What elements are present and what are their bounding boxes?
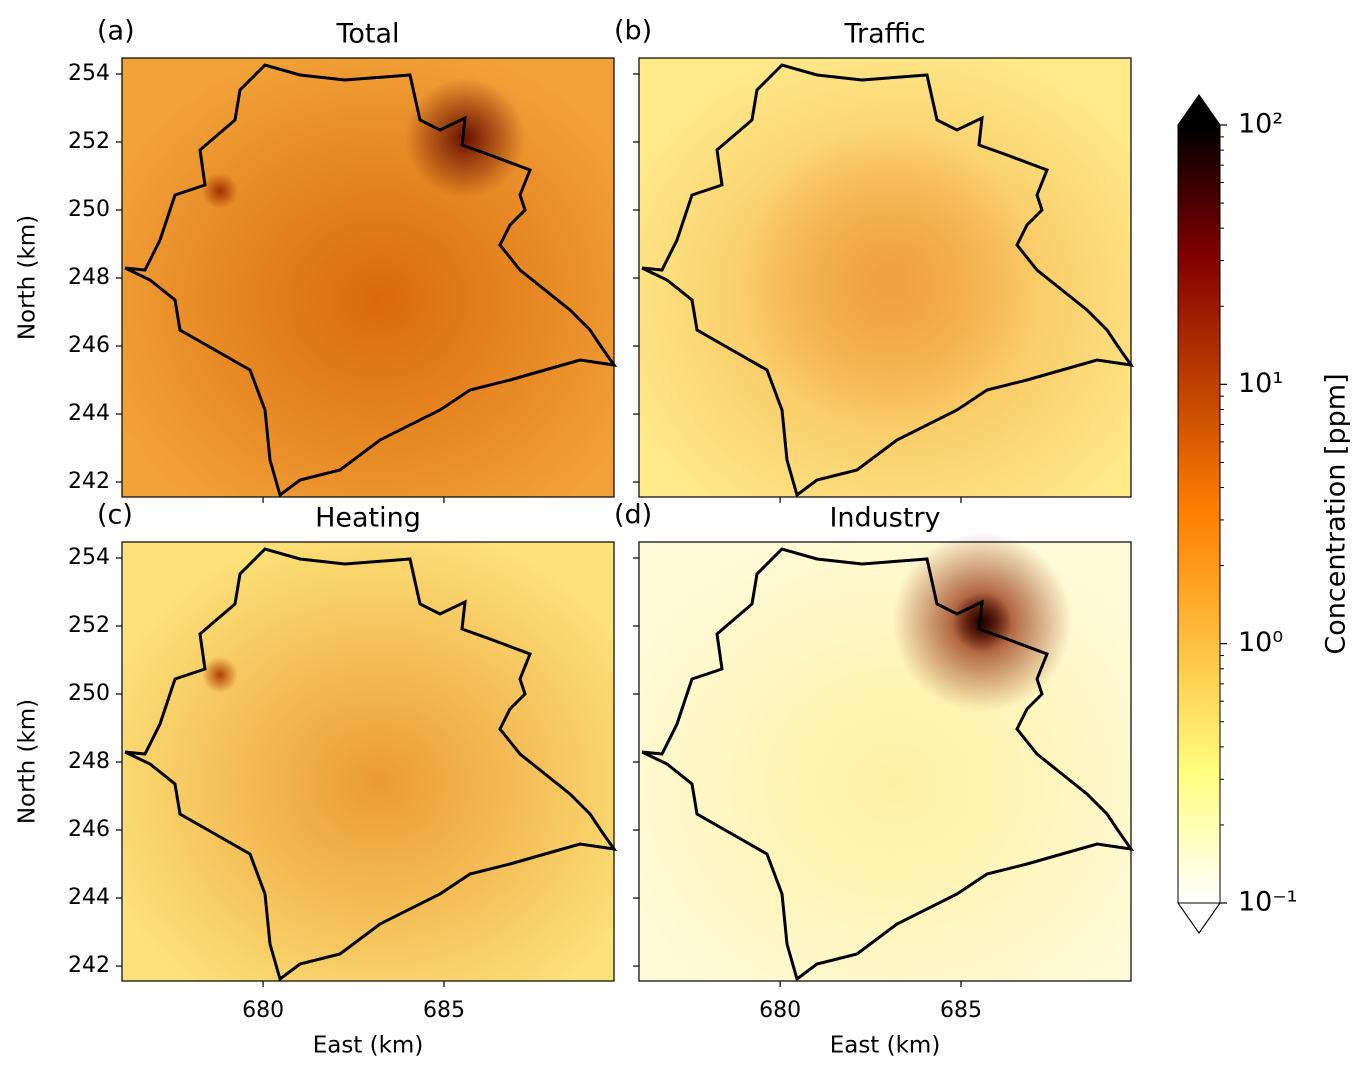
hotspot	[202, 173, 238, 209]
colorbar-tick-label: 10²	[1238, 109, 1283, 140]
boundary	[641, 547, 1135, 982]
x-axis-label: East (km)	[830, 1033, 941, 1059]
colorbar	[1178, 125, 1220, 903]
x-axis-label: East (km)	[313, 1033, 424, 1059]
hotspot	[405, 78, 525, 198]
y-tick-label: 254	[68, 545, 110, 570]
panel-label: (b)	[614, 16, 652, 47]
panel-title: Heating	[315, 503, 421, 534]
x-tick-label: 685	[423, 998, 465, 1023]
heatmap-image	[122, 58, 614, 497]
boundary	[124, 547, 618, 982]
panel-label: (c)	[97, 500, 133, 531]
panel-title: Industry	[829, 503, 940, 534]
y-tick-label: 250	[68, 197, 110, 222]
colorbar-tick-label: 10¹	[1238, 368, 1283, 399]
y-axis-label: North (km)	[15, 699, 41, 824]
panel-title: Total	[335, 19, 399, 50]
x-tick-label: 680	[242, 998, 284, 1023]
y-tick-label: 242	[68, 953, 110, 978]
y-axis-label: North (km)	[15, 215, 41, 340]
y-tick-label: 252	[68, 129, 110, 154]
colorbar-extend-min	[1177, 902, 1221, 934]
y-tick-label: 252	[68, 613, 110, 638]
x-tick-label: 685	[940, 998, 982, 1023]
x-tick-label: 680	[759, 998, 801, 1023]
panel-label: (d)	[614, 500, 652, 531]
hotspot	[202, 657, 238, 693]
y-tick-label: 248	[68, 265, 110, 290]
heatmap-image	[122, 542, 614, 981]
y-tick-label: 246	[68, 333, 110, 358]
colorbar-extend-max	[1177, 94, 1221, 126]
boundary	[641, 63, 1135, 498]
y-tick-label: 244	[68, 885, 110, 910]
y-tick-label: 254	[68, 61, 110, 86]
panel-label: (a)	[97, 16, 135, 47]
colorbar-tick-label: 10⁻¹	[1238, 887, 1297, 918]
y-tick-label: 250	[68, 681, 110, 706]
panel-title: Traffic	[843, 19, 925, 50]
y-tick-label: 242	[68, 469, 110, 494]
y-tick-label: 244	[68, 401, 110, 426]
colorbar-tick-label: 10⁰	[1238, 627, 1283, 658]
boundary	[124, 63, 618, 498]
y-tick-label: 246	[68, 817, 110, 842]
hotspot	[739, 128, 1039, 428]
y-tick-label: 248	[68, 749, 110, 774]
colorbar-label: Concentration [ppm]	[1321, 373, 1352, 654]
